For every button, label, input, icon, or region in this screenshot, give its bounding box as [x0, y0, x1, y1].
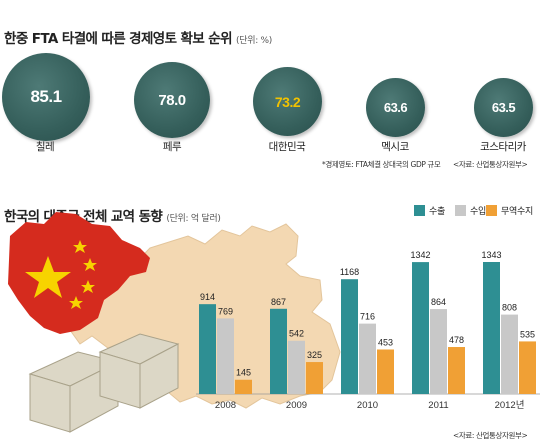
bar-balance-2 [377, 349, 394, 394]
label-costa-rica: 코스타리카 [480, 141, 526, 153]
label-korea: 대한민국 [268, 141, 306, 153]
legend-label-export: 수출 [429, 207, 445, 217]
data-label-balance-4: 535 [520, 329, 535, 339]
value-costa-rica: 63.5 [491, 100, 516, 115]
trade-title-text: 한국의 대중국 전체 교역 동향 [4, 209, 163, 225]
legend-swatch-import [455, 205, 466, 216]
flag-big-star [25, 256, 71, 298]
flag-small-star [83, 258, 97, 271]
bar-export-4 [483, 262, 500, 394]
bar-import-4 [501, 314, 518, 394]
value-korea: 73.2 [274, 93, 301, 110]
fta-footnote: *경제영토: FTA체결 상대국의 GDP 규모 [322, 160, 441, 169]
fta-source: <자료: 산업통상자원부> [453, 160, 528, 169]
circle-korea: 73.2 [253, 67, 322, 136]
flag-small-star [81, 280, 95, 293]
bar-balance-3 [448, 347, 465, 394]
bar-export-3 [412, 262, 429, 394]
x-tick-label: 2009 [286, 400, 307, 411]
legend-balance: 무역수지 [486, 204, 533, 217]
fta-unit: (단위: %) [236, 36, 272, 46]
data-label-import-4: 808 [502, 303, 517, 313]
label-chile: 칠레 [35, 141, 55, 153]
bar-import-1 [288, 340, 305, 394]
fta-title-text: 한중 FTA 타결에 따른 경제영토 확보 순위 [4, 31, 233, 47]
x-tick-label: 2012년 [495, 400, 525, 411]
trade-unit: (단위: 억 달러) [166, 214, 221, 224]
data-label-balance-1: 325 [307, 350, 322, 360]
bar-balance-1 [306, 362, 323, 394]
circle-costa-rica: 63.5 [474, 78, 533, 137]
bar-export-0 [199, 304, 216, 394]
data-label-import-3: 864 [431, 297, 446, 307]
bar-import-3 [430, 309, 447, 394]
circle-mexico: 63.6 [366, 78, 425, 137]
data-label-balance-3: 478 [449, 335, 464, 345]
fta-title: 한중 FTA 타결에 따른 경제영토 확보 순위 (단위: %) [4, 27, 272, 47]
legend-swatch-balance [486, 205, 497, 216]
legend-label-balance: 무역수지 [501, 207, 533, 217]
bar-export-2 [341, 279, 358, 394]
circle-peru: 78.0 [134, 62, 210, 138]
label-peru: 페루 [162, 141, 182, 153]
data-label-balance-2: 453 [378, 337, 393, 347]
legend-import: 수입 [455, 204, 486, 217]
bar-balance-4 [519, 341, 536, 394]
data-label-export-1: 867 [271, 297, 286, 307]
crate-illustration [28, 333, 180, 433]
x-tick-label: 2011 [428, 400, 448, 411]
china-map-illustration [8, 212, 341, 433]
circle-chile: 85.1 [2, 53, 90, 141]
flag-small-star [69, 296, 83, 309]
data-label-export-4: 1343 [481, 250, 501, 260]
data-label-export-2: 1168 [340, 267, 359, 277]
value-peru: 78.0 [158, 91, 186, 109]
data-label-export-3: 1342 [410, 250, 430, 260]
data-label-import-2: 716 [360, 312, 375, 322]
flag-small-star [73, 240, 87, 253]
legend-swatch-export [414, 205, 425, 216]
value-chile: 85.1 [30, 87, 62, 106]
value-mexico: 63.6 [383, 100, 408, 115]
legend-export: 수출 [414, 204, 445, 217]
legend-label-import: 수입 [470, 207, 486, 217]
data-label-export-0: 914 [200, 292, 215, 302]
bar-import-0 [217, 318, 234, 394]
trade-source: <자료: 산업통상자원부> [453, 431, 528, 440]
x-tick-label: 2008 [215, 400, 236, 411]
x-tick-label: 2010 [357, 400, 378, 411]
data-label-import-0: 769 [218, 306, 233, 316]
label-mexico: 멕시코 [381, 141, 409, 153]
bar-export-1 [270, 308, 287, 394]
bar-import-2 [359, 323, 376, 394]
data-label-balance-0: 145 [236, 368, 251, 378]
trade-title: 한국의 대중국 전체 교역 동향 (단위: 억 달러) [4, 205, 221, 225]
bar-balance-0 [235, 379, 252, 394]
flag-region [8, 212, 150, 334]
data-label-import-1: 542 [289, 329, 304, 339]
flag-stars [25, 240, 97, 309]
